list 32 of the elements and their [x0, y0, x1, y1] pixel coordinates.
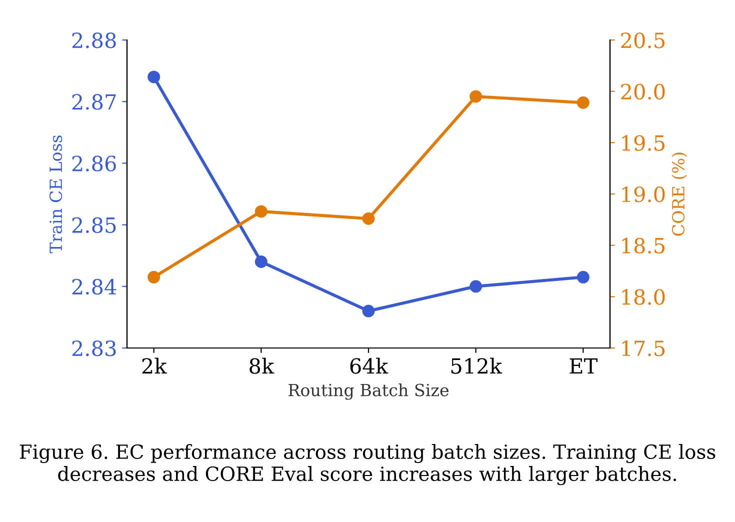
y2-tick-label: 19.0 [622, 186, 665, 202]
y-tick-label: 2.84 [72, 278, 116, 295]
point [254, 256, 268, 268]
y-tick-label: 2.83 [72, 340, 116, 356]
point [254, 205, 268, 218]
y2-tick-label: 20.0 [621, 84, 665, 100]
y2-tick-label: 17.5 [622, 340, 664, 356]
y-tick-label: 2.87 [72, 94, 116, 110]
y2-axis-title: CORE (%) [672, 152, 687, 236]
y2-tick-label: 18.0 [622, 289, 665, 305]
x-tick-label: ET [570, 358, 598, 374]
y2-tick-label: 20.5 [621, 32, 664, 48]
point [576, 96, 590, 109]
x-tick-label: 64k [350, 358, 388, 374]
point [362, 212, 375, 225]
x-tick-label: 512k [451, 358, 502, 374]
point [470, 90, 482, 103]
point [362, 304, 375, 318]
y2-tick-label: 18.5 [622, 238, 664, 254]
y-tick-label: 2.85 [72, 217, 116, 234]
caption: Figure 6. EC performance across routing batch sizes. Training CE loss decreases and CORE Eval score increases with larger batches. [20, 444, 716, 486]
x-tick-label: 8k [250, 358, 274, 374]
y-tick-label: 2.88 [72, 32, 116, 48]
y-axis-title: Train CE Loss [50, 135, 62, 254]
point [148, 70, 160, 84]
x-tick-label: 2k [142, 358, 167, 374]
point [576, 270, 590, 284]
point [470, 280, 482, 293]
x-axis-title: Routing Batch Size [288, 383, 449, 400]
y-tick-label: 2.86 [72, 156, 116, 172]
y2-tick-label: 19.5 [622, 135, 664, 151]
point [148, 270, 160, 284]
